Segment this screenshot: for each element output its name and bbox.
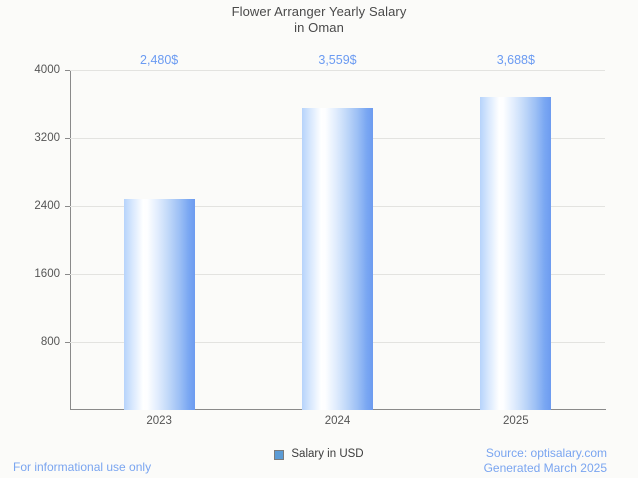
y-tick-mark xyxy=(65,342,70,343)
footer-source: Source: optisalary.com Generated March 2… xyxy=(484,446,607,476)
legend-item[interactable]: Salary in USD xyxy=(268,446,369,463)
y-tick-label: 3200 xyxy=(34,132,60,144)
legend-label: Salary in USD xyxy=(291,448,364,460)
chart-title-line2: in Oman xyxy=(294,20,344,35)
gridline xyxy=(70,70,605,71)
y-tick-mark xyxy=(65,206,70,207)
x-tick-label: 2023 xyxy=(146,415,172,427)
y-tick-label: 1600 xyxy=(34,268,60,280)
x-tick-label: 2024 xyxy=(324,415,351,427)
legend-swatch-icon xyxy=(274,449,285,460)
y-tick-label: 4000 xyxy=(34,64,60,76)
y-tick-mark xyxy=(65,138,70,139)
y-tick-mark xyxy=(65,274,70,275)
bar[interactable] xyxy=(302,107,373,410)
x-tick-label: 2025 xyxy=(503,415,529,427)
y-tick-label: 800 xyxy=(40,336,60,348)
y-axis-line xyxy=(70,70,71,410)
footer-source-line: Source: optisalary.com xyxy=(485,446,607,460)
bar-value-label: 3,688$ xyxy=(496,53,535,67)
y-tick-mark xyxy=(65,70,70,71)
footer-disclaimer: For informational use only xyxy=(13,460,152,474)
footer-generated-line: Generated March 2025 xyxy=(483,461,607,475)
plot-area xyxy=(65,70,605,410)
y-tick-label: 2400 xyxy=(34,200,60,212)
bar-value-label: 3,559$ xyxy=(318,53,357,67)
bar[interactable] xyxy=(480,96,552,410)
bar[interactable] xyxy=(123,199,195,410)
chart-legend: Salary in USD xyxy=(0,446,638,463)
chart-title-line1: Flower Arranger Yearly Salary xyxy=(231,4,407,19)
chart-title: Flower Arranger Yearly Salary in Oman xyxy=(0,4,638,36)
bar-value-label: 2,480$ xyxy=(140,53,179,67)
